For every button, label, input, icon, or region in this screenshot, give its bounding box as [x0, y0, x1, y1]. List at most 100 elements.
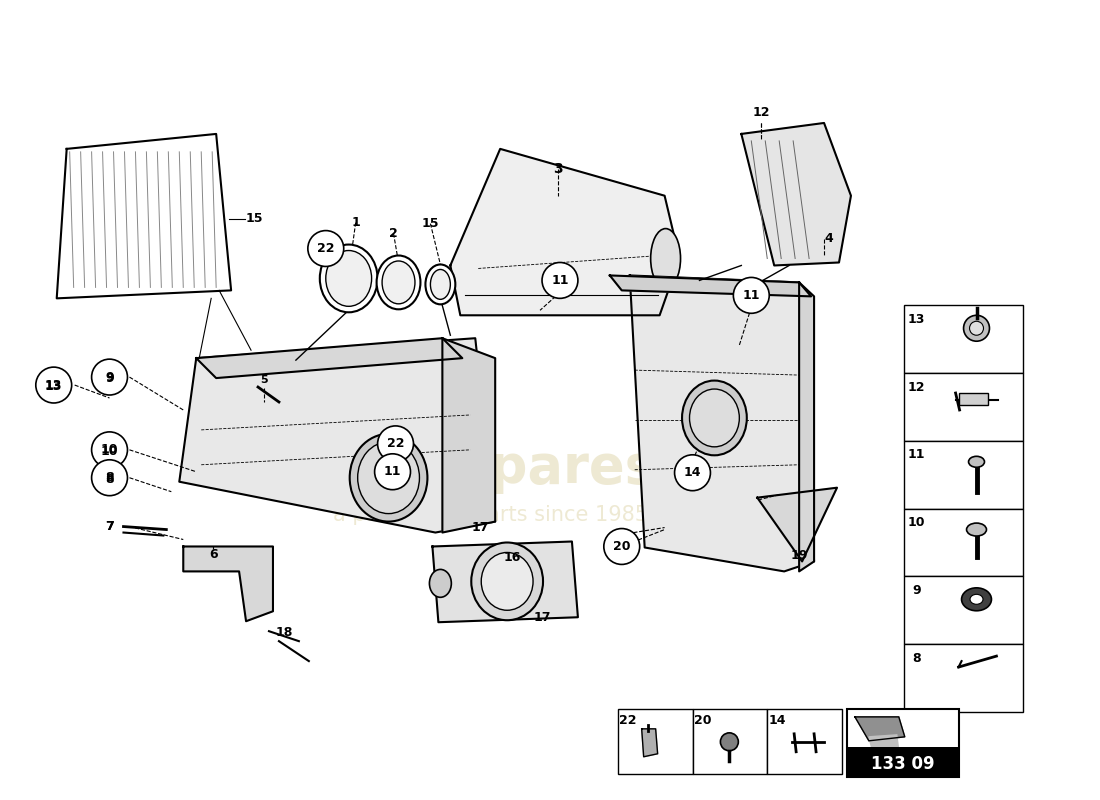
Polygon shape — [609, 275, 811, 296]
Circle shape — [377, 426, 414, 462]
Text: 8: 8 — [106, 471, 113, 484]
Polygon shape — [741, 123, 851, 266]
Text: 15: 15 — [246, 212, 264, 225]
Ellipse shape — [429, 570, 451, 598]
Text: 19: 19 — [791, 549, 807, 562]
Ellipse shape — [961, 588, 991, 610]
Text: 16: 16 — [504, 551, 520, 564]
Ellipse shape — [471, 542, 543, 620]
FancyBboxPatch shape — [847, 746, 958, 777]
Text: 3: 3 — [553, 162, 563, 176]
Text: a passion for parts since 1985: a passion for parts since 1985 — [332, 505, 648, 525]
Polygon shape — [757, 488, 837, 562]
Text: 20: 20 — [694, 714, 712, 727]
Text: 14: 14 — [769, 714, 786, 727]
Ellipse shape — [426, 265, 455, 304]
Polygon shape — [629, 275, 814, 571]
FancyBboxPatch shape — [904, 373, 1023, 441]
Circle shape — [734, 278, 769, 314]
Polygon shape — [432, 542, 578, 622]
Polygon shape — [179, 338, 495, 533]
Circle shape — [542, 262, 578, 298]
Text: 10: 10 — [101, 443, 119, 456]
Ellipse shape — [650, 229, 681, 288]
Text: 14: 14 — [684, 466, 702, 479]
Text: 10: 10 — [908, 516, 925, 529]
Text: 22: 22 — [619, 714, 637, 727]
FancyBboxPatch shape — [618, 709, 693, 774]
Circle shape — [674, 455, 711, 490]
Ellipse shape — [964, 315, 990, 342]
Polygon shape — [641, 729, 658, 757]
Ellipse shape — [320, 245, 377, 312]
Ellipse shape — [430, 270, 450, 299]
Text: 9: 9 — [106, 371, 113, 385]
Ellipse shape — [382, 261, 415, 304]
Text: 2: 2 — [389, 227, 398, 240]
Text: 13: 13 — [45, 378, 63, 391]
FancyBboxPatch shape — [904, 441, 1023, 509]
Text: 5: 5 — [261, 375, 267, 385]
Text: 11: 11 — [384, 466, 402, 478]
Ellipse shape — [350, 434, 428, 522]
Text: 7: 7 — [106, 520, 114, 533]
Ellipse shape — [720, 733, 738, 750]
Text: 12: 12 — [908, 381, 925, 394]
Polygon shape — [799, 282, 814, 571]
Text: 133 09: 133 09 — [871, 754, 935, 773]
Polygon shape — [196, 338, 462, 378]
Text: 8: 8 — [106, 474, 113, 486]
Circle shape — [91, 432, 128, 468]
Polygon shape — [450, 149, 680, 315]
Text: 22: 22 — [317, 242, 334, 255]
Text: 12: 12 — [752, 106, 770, 119]
Text: 13: 13 — [45, 379, 63, 393]
Ellipse shape — [969, 322, 983, 335]
FancyBboxPatch shape — [904, 576, 1023, 644]
Polygon shape — [855, 717, 905, 741]
Polygon shape — [57, 134, 231, 298]
Circle shape — [375, 454, 410, 490]
Text: 11: 11 — [908, 448, 925, 462]
Ellipse shape — [970, 594, 983, 604]
Text: 9: 9 — [912, 584, 921, 597]
FancyBboxPatch shape — [904, 509, 1023, 576]
Text: 11: 11 — [742, 289, 760, 302]
Ellipse shape — [358, 442, 419, 514]
Circle shape — [91, 359, 128, 395]
Text: 22: 22 — [387, 438, 405, 450]
FancyBboxPatch shape — [847, 709, 958, 777]
Ellipse shape — [376, 255, 420, 310]
Ellipse shape — [967, 523, 987, 536]
Circle shape — [91, 460, 128, 496]
Circle shape — [36, 367, 72, 403]
Polygon shape — [184, 546, 273, 622]
Circle shape — [308, 230, 343, 266]
Text: eurospares: eurospares — [323, 442, 657, 494]
Text: 15: 15 — [421, 217, 439, 230]
Ellipse shape — [481, 553, 534, 610]
Text: 4: 4 — [825, 232, 834, 245]
Ellipse shape — [968, 456, 984, 467]
Text: 13: 13 — [908, 313, 925, 326]
Text: 11: 11 — [551, 274, 569, 287]
Text: 18: 18 — [275, 626, 293, 638]
Text: 6: 6 — [209, 548, 218, 561]
FancyBboxPatch shape — [904, 644, 1023, 712]
Text: 8: 8 — [912, 652, 921, 665]
Polygon shape — [442, 338, 495, 533]
Text: 20: 20 — [613, 540, 630, 553]
Polygon shape — [869, 735, 899, 753]
Circle shape — [604, 529, 640, 565]
FancyBboxPatch shape — [767, 709, 842, 774]
Text: 17: 17 — [472, 521, 490, 534]
Ellipse shape — [682, 381, 747, 455]
Ellipse shape — [326, 250, 372, 306]
FancyBboxPatch shape — [958, 393, 989, 405]
Text: 7: 7 — [106, 520, 114, 533]
Text: 1: 1 — [351, 216, 360, 229]
Text: 17: 17 — [534, 610, 551, 624]
FancyBboxPatch shape — [904, 306, 1023, 373]
Ellipse shape — [690, 389, 739, 447]
FancyBboxPatch shape — [693, 709, 767, 774]
